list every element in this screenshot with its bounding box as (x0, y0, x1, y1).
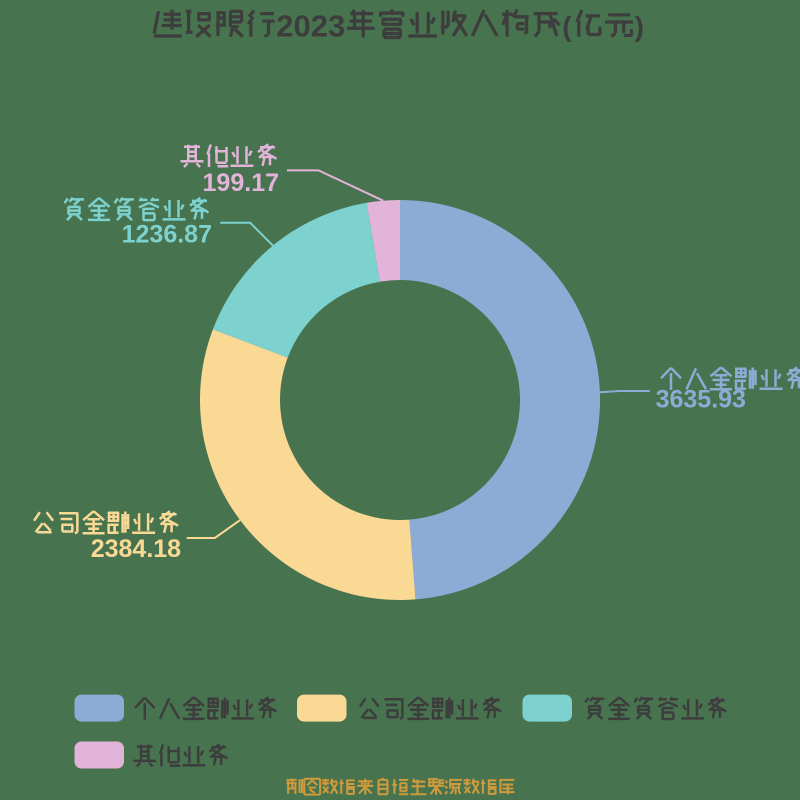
svg-text:1236.87: 1236.87 (122, 220, 212, 248)
svg-text:2023: 2023 (276, 9, 345, 44)
svg-text:(: ( (562, 11, 572, 42)
svg-text:): ) (635, 11, 644, 42)
svg-text:3635.93: 3635.93 (656, 386, 746, 414)
svg-text:199.17: 199.17 (203, 169, 279, 197)
svg-text:2384.18: 2384.18 (91, 535, 181, 563)
